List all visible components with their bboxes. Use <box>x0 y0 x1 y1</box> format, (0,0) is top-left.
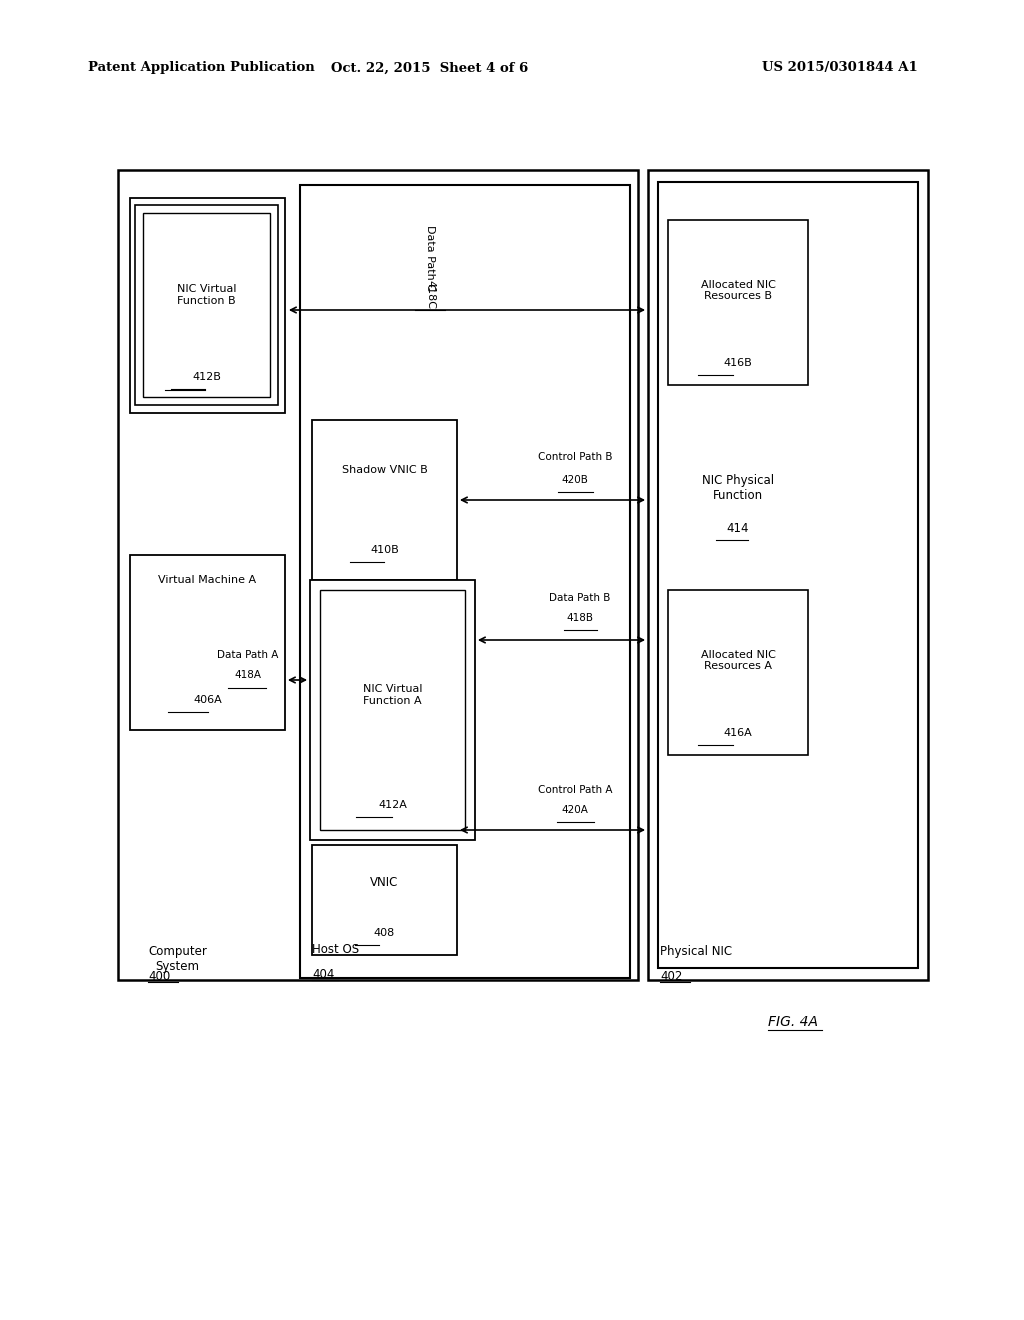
Text: NIC Virtual
Function A: NIC Virtual Function A <box>362 684 422 706</box>
Text: 404: 404 <box>312 968 335 981</box>
Text: 412B: 412B <box>193 372 221 381</box>
Text: 408: 408 <box>374 928 395 939</box>
Text: 402: 402 <box>660 970 682 983</box>
Text: Computer
System: Computer System <box>148 945 207 973</box>
Text: Control Path B: Control Path B <box>538 451 612 462</box>
Text: 420B: 420B <box>561 475 589 484</box>
Text: NIC Virtual
Function B: NIC Virtual Function B <box>177 284 237 306</box>
Text: 414: 414 <box>727 521 750 535</box>
Text: NIC Physical
Function: NIC Physical Function <box>701 474 774 502</box>
Text: Allocated NIC
Resources B: Allocated NIC Resources B <box>700 280 775 301</box>
Bar <box>658 182 918 968</box>
Text: 420A: 420A <box>561 805 589 814</box>
Text: Oct. 22, 2015  Sheet 4 of 6: Oct. 22, 2015 Sheet 4 of 6 <box>332 62 528 74</box>
Text: Control Path A: Control Path A <box>538 785 612 795</box>
Bar <box>310 579 475 840</box>
Bar <box>143 213 270 397</box>
Bar <box>300 185 630 978</box>
Bar <box>668 590 808 755</box>
Text: Host OS: Host OS <box>312 942 359 956</box>
Text: Allocated NIC
Resources A: Allocated NIC Resources A <box>700 649 775 672</box>
Text: Patent Application Publication: Patent Application Publication <box>88 62 314 74</box>
Text: Shadow VNIC B: Shadow VNIC B <box>342 465 427 475</box>
Text: VNIC: VNIC <box>371 876 398 890</box>
Text: Data Path A: Data Path A <box>217 649 279 660</box>
Bar <box>668 220 808 385</box>
Text: Data Path C: Data Path C <box>425 224 435 290</box>
Text: 418A: 418A <box>234 671 261 680</box>
Text: 410B: 410B <box>370 545 399 554</box>
Bar <box>130 554 285 730</box>
Bar <box>118 170 638 979</box>
Bar <box>312 845 457 954</box>
Text: 418B: 418B <box>566 612 594 623</box>
Text: FIG. 4A: FIG. 4A <box>768 1015 818 1030</box>
Text: Virtual Machine A: Virtual Machine A <box>159 576 257 585</box>
Bar <box>648 170 928 979</box>
Bar <box>312 420 457 579</box>
Text: 400: 400 <box>148 970 170 983</box>
Bar <box>135 205 278 405</box>
Text: 406B: 406B <box>194 374 222 383</box>
Text: Data Path B: Data Path B <box>549 593 610 603</box>
Text: 416B: 416B <box>724 358 753 368</box>
Text: US 2015/0301844 A1: US 2015/0301844 A1 <box>762 62 918 74</box>
Text: 416A: 416A <box>724 729 753 738</box>
Text: 418C: 418C <box>425 281 435 309</box>
Bar <box>130 198 285 413</box>
Text: 406A: 406A <box>194 696 222 705</box>
Text: Virtual Machine B: Virtual Machine B <box>159 223 257 234</box>
Text: Physical NIC: Physical NIC <box>660 945 732 958</box>
Bar <box>319 590 465 830</box>
Text: 412A: 412A <box>378 800 407 810</box>
